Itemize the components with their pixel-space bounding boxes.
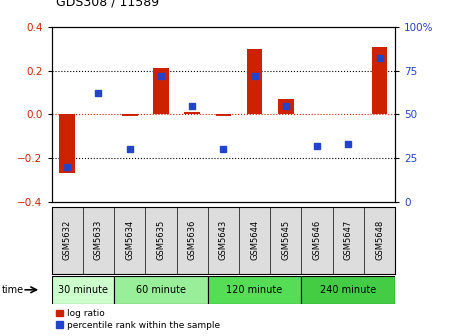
Text: GSM5644: GSM5644	[250, 220, 259, 260]
Text: GDS308 / 11589: GDS308 / 11589	[56, 0, 159, 8]
Bar	[59, 114, 75, 173]
Text: GSM5634: GSM5634	[125, 220, 134, 260]
Text: GSM5646: GSM5646	[313, 220, 321, 260]
Text: 60 minute: 60 minute	[136, 285, 186, 295]
Bar	[278, 99, 294, 114]
Text: time: time	[2, 285, 24, 295]
Text: GSM5647: GSM5647	[344, 220, 353, 260]
Bar	[153, 69, 169, 114]
Text: GSM5633: GSM5633	[94, 220, 103, 260]
Bar	[122, 114, 137, 117]
Bar	[52, 276, 114, 304]
Text: 240 minute: 240 minute	[320, 285, 376, 295]
Bar	[114, 276, 208, 304]
Bar	[185, 112, 200, 114]
Text: GSM5648: GSM5648	[375, 220, 384, 260]
Text: GSM5643: GSM5643	[219, 220, 228, 260]
Text: GSM5645: GSM5645	[282, 220, 291, 260]
Bar	[301, 276, 395, 304]
Text: 120 minute: 120 minute	[226, 285, 283, 295]
Bar	[247, 49, 262, 114]
Text: GSM5635: GSM5635	[156, 220, 165, 260]
Bar	[372, 47, 387, 114]
Text: 30 minute: 30 minute	[58, 285, 108, 295]
Bar	[216, 114, 231, 117]
Bar	[208, 276, 301, 304]
Text: GSM5632: GSM5632	[63, 220, 72, 260]
Legend: log ratio, percentile rank within the sample: log ratio, percentile rank within the sa…	[56, 309, 220, 330]
Text: GSM5636: GSM5636	[188, 220, 197, 260]
